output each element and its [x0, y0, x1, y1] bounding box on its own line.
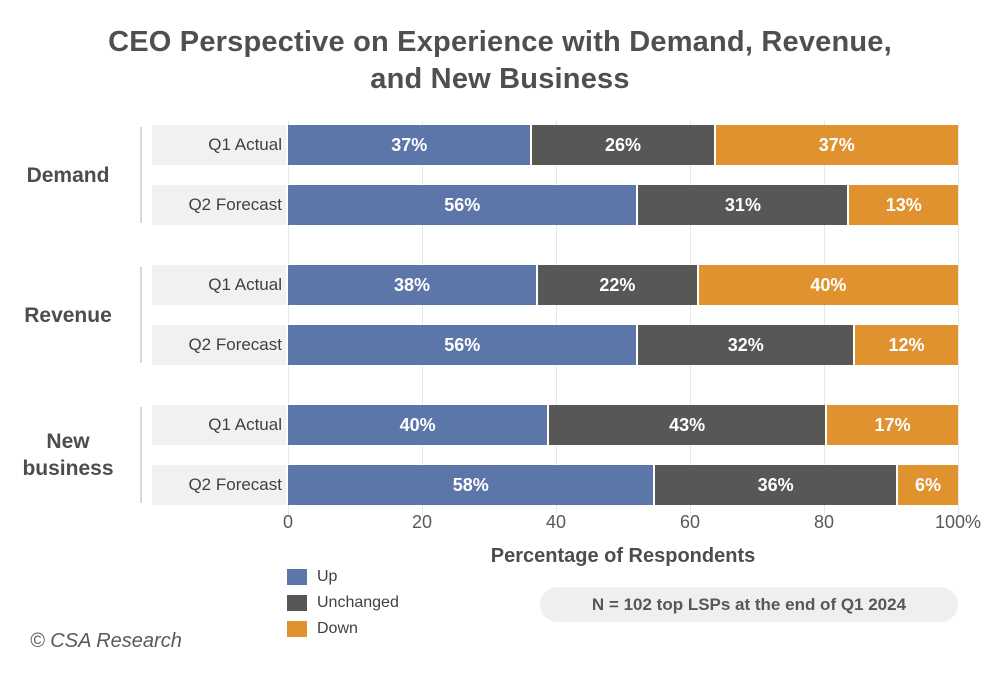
bar-segment-down: 13% [849, 185, 958, 225]
bar-row: Q2 Forecast 56% 31% 13% [152, 185, 958, 225]
gridline-60 [690, 121, 691, 515]
chart-title-line1: CEO Perspective on Experience with Deman… [108, 26, 892, 58]
stacked-bar: 40% 43% 17% [288, 405, 958, 445]
group-label: New business [22, 430, 114, 480]
row-label: Q1 Actual [152, 125, 286, 165]
row-label: Q1 Actual [152, 405, 286, 445]
bar-segment-unchanged: 26% [532, 125, 714, 165]
legend-item-down: Down [287, 616, 399, 642]
bar-group-0: Demand Q1 Actual 37% 26% 37% Q2 Forecast 56% 31… [0, 125, 1000, 225]
group-divider [140, 267, 142, 363]
gridline-40 [556, 121, 557, 515]
gridline-100 [958, 121, 959, 515]
axis-tick-100: 100% [934, 512, 982, 532]
bar-row: Q2 Forecast 58% 36% 6% [152, 465, 958, 505]
bar-segment-down: 37% [715, 125, 958, 165]
group-label: Demand [26, 163, 110, 187]
bar-segment-up: 38% [288, 265, 537, 305]
row-label: Q2 Forecast [152, 325, 286, 365]
stacked-bar: 56% 31% 13% [288, 185, 958, 225]
bar-segment-up: 40% [288, 405, 548, 445]
axis-tick-0: 0 [282, 512, 294, 532]
bar-segment-unchanged: 36% [655, 465, 896, 505]
x-axis-label: Percentage of Respondents [490, 545, 756, 567]
legend-item-unchanged: Unchanged [287, 590, 399, 616]
legend-swatch [287, 595, 307, 611]
legend-swatch [287, 569, 307, 585]
bar-group-2: New business Q1 Actual 40% 43% 17% Q2 Forecas… [0, 405, 1000, 505]
bar-segment-down: 12% [855, 325, 958, 365]
axis-tick-40: 40 [545, 512, 567, 532]
footer-credit: © CSA Research [30, 630, 182, 652]
group-divider [140, 127, 142, 223]
bar-segment-up: 56% [288, 325, 637, 365]
bar-segment-up: 58% [288, 465, 654, 505]
bar-segment-down: 17% [827, 405, 958, 445]
row-label: Q2 Forecast [152, 465, 286, 505]
bar-row: Q1 Actual 37% 26% 37% [152, 125, 958, 165]
bar-segment-unchanged: 43% [549, 405, 826, 445]
bar-segment-down: 6% [897, 465, 958, 505]
gridline-20 [422, 121, 423, 515]
axis-tick-80: 80 [813, 512, 835, 532]
chart-title: CEO Perspective on Experience with Deman… [0, 24, 1000, 98]
legend-swatch [287, 621, 307, 637]
bar-segment-unchanged: 31% [638, 185, 848, 225]
legend-item-up: Up [287, 564, 399, 590]
bar-segment-down: 40% [698, 265, 958, 305]
stacked-bar: 58% 36% 6% [288, 465, 958, 505]
group-label: Revenue [24, 303, 112, 327]
bar-segment-up: 56% [288, 185, 637, 225]
x-axis-ticks: 0 20 40 60 80 100% [0, 512, 1000, 536]
bar-row: Q1 Actual 40% 43% 17% [152, 405, 958, 445]
legend-label: Down [317, 620, 358, 637]
note-badge: N = 102 top LSPs at the end of Q1 2024 [540, 587, 958, 622]
chart-title-line2: and New Business [370, 63, 630, 95]
row-label: Q1 Actual [152, 265, 286, 305]
stacked-bar: 38% 22% 40% [288, 265, 958, 305]
axis-tick-20: 20 [411, 512, 433, 532]
bar-segment-unchanged: 32% [638, 325, 854, 365]
bar-group-1: Revenue Q1 Actual 38% 22% 40% Q2 Forecast 56% 3… [0, 265, 1000, 365]
legend: Up Unchanged Down [287, 564, 399, 642]
plot-area: Demand Q1 Actual 37% 26% 37% Q2 Forecast 56% 31… [0, 121, 1000, 515]
stacked-bar: 37% 26% 37% [288, 125, 958, 165]
bar-segment-unchanged: 22% [538, 265, 697, 305]
legend-label: Up [317, 568, 338, 585]
bar-row: Q2 Forecast 56% 32% 12% [152, 325, 958, 365]
gridline-80 [824, 121, 825, 515]
group-divider [140, 407, 142, 503]
axis-tick-60: 60 [679, 512, 701, 532]
stacked-bar: 56% 32% 12% [288, 325, 958, 365]
bar-row: Q1 Actual 38% 22% 40% [152, 265, 958, 305]
row-label: Q2 Forecast [152, 185, 286, 225]
gridline-0 [288, 121, 289, 515]
bar-segment-up: 37% [288, 125, 531, 165]
legend-label: Unchanged [317, 594, 399, 611]
